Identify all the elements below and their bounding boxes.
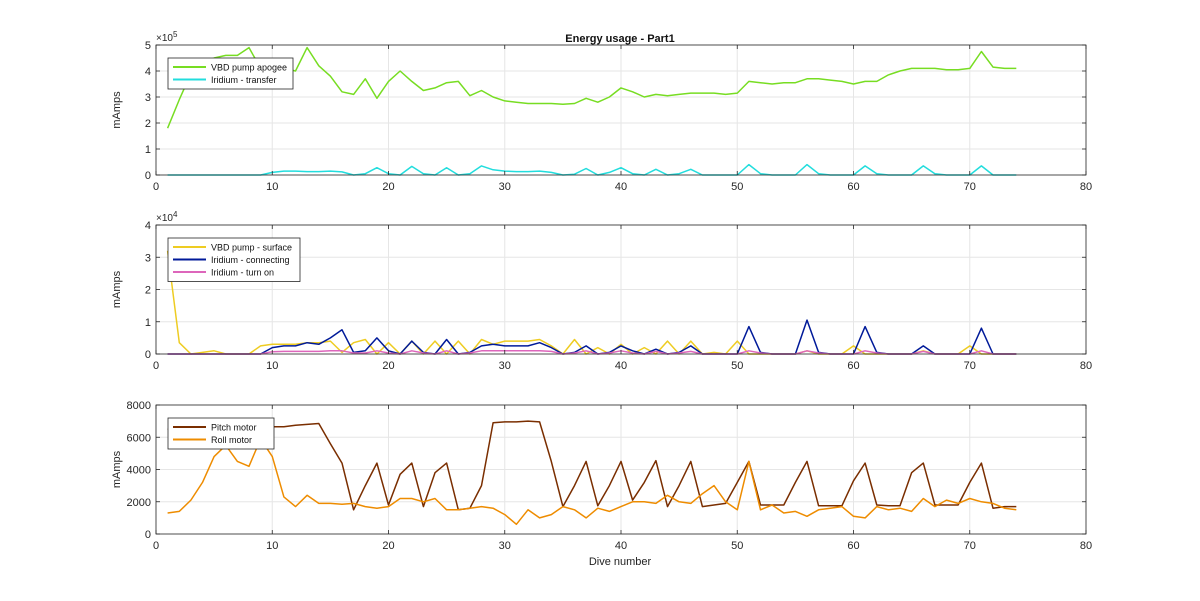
series-line-2 <box>167 163 1017 176</box>
x-tick-label: 10 <box>266 540 278 552</box>
y-tick-label: 2 <box>145 118 151 130</box>
x-tick-label: 10 <box>266 360 278 372</box>
figure-title: Energy usage - Part1 <box>565 33 674 45</box>
x-tick-label: 50 <box>731 360 743 372</box>
subplot-3: 0 10 20 30 40 50 60 70 80 0 2000 4000 6000 8000 mAmps P… <box>111 400 1092 552</box>
x-tick-label: 50 <box>731 540 743 552</box>
series-line-1 <box>166 46 1017 129</box>
x-tick-label: 40 <box>615 181 627 193</box>
y-tick-label: 0 <box>145 349 151 361</box>
x-tick-label: 20 <box>382 181 394 193</box>
x-tick-label: 40 <box>615 360 627 372</box>
legend-label: Iridium - turn on <box>211 268 274 278</box>
y-tick-label: 4 <box>145 220 151 232</box>
legend-label: Pitch motor <box>211 423 257 433</box>
x-tick-label: 70 <box>964 181 976 193</box>
x-tick-label: 60 <box>847 181 859 193</box>
y-tick-label: 3 <box>145 252 151 264</box>
x-tick-label: 80 <box>1080 540 1092 552</box>
legend-box <box>167 57 294 90</box>
x-tick-label: 0 <box>153 540 159 552</box>
legend-label: Iridium - connecting <box>211 255 290 265</box>
y-tick-label: 4 <box>145 66 151 78</box>
y-axis-label: mAmps <box>111 450 123 488</box>
y-axis-label: mAmps <box>111 270 123 308</box>
x-tick-label: 40 <box>615 540 627 552</box>
y-tick-label: 0 <box>145 529 151 541</box>
y-tick-label: 6000 <box>127 432 151 444</box>
x-axis-label: Dive number <box>589 556 652 568</box>
legend-box <box>167 417 275 450</box>
y-tick-label: 0 <box>145 170 151 182</box>
x-tick-label: 70 <box>964 540 976 552</box>
y-tick-label: 3 <box>145 92 151 104</box>
subplot-2: 0 10 20 30 40 50 60 70 80 0 1 2 3 4 ×104 mAmps VBD pump … <box>111 210 1092 372</box>
x-tick-label: 50 <box>731 181 743 193</box>
y-axis-label: mAmps <box>111 91 123 129</box>
axis-exponent-label: ×105 <box>156 30 178 44</box>
y-tick-label: 2 <box>145 285 151 297</box>
legend-label: Iridium - transfer <box>211 75 277 85</box>
x-tick-label: 0 <box>153 360 159 372</box>
y-tick-label: 1 <box>145 317 151 329</box>
x-tick-label: 20 <box>382 360 394 372</box>
series-line-2 <box>167 319 1017 355</box>
y-tick-label: 4000 <box>127 465 151 477</box>
series-line-3 <box>167 350 1017 355</box>
x-tick-label: 70 <box>964 360 976 372</box>
y-tick-label: 1 <box>145 144 151 156</box>
y-tick-label: 2000 <box>127 497 151 509</box>
x-tick-label: 60 <box>847 360 859 372</box>
legend: VBD pump - surface Iridium - connecting Ir… <box>167 237 301 282</box>
x-tick-label: 0 <box>153 181 159 193</box>
x-tick-label: 30 <box>499 181 511 193</box>
series-line-2 <box>167 438 1017 526</box>
y-tick-label: 5 <box>145 40 151 52</box>
x-tick-label: 20 <box>382 540 394 552</box>
legend: VBD pump apogee Iridium - transfer <box>167 57 294 90</box>
x-tick-label: 80 <box>1080 181 1092 193</box>
legend-label: VBD pump apogee <box>211 63 287 73</box>
subplot-1: 0 10 20 30 40 50 60 70 80 0 1 2 3 4 5 ×105 mAmps VBD pump… <box>111 30 1092 193</box>
x-tick-label: 30 <box>499 360 511 372</box>
y-tick-label: 8000 <box>127 400 151 412</box>
legend-label: Roll motor <box>211 435 252 445</box>
legend: Pitch motor Roll motor <box>167 417 275 450</box>
series-line-1 <box>167 420 1017 511</box>
x-tick-label: 80 <box>1080 360 1092 372</box>
axis-exponent-label: ×104 <box>156 210 178 224</box>
legend-label: VBD pump - surface <box>211 243 292 253</box>
x-tick-label: 30 <box>499 540 511 552</box>
x-tick-label: 60 <box>847 540 859 552</box>
x-tick-label: 10 <box>266 181 278 193</box>
